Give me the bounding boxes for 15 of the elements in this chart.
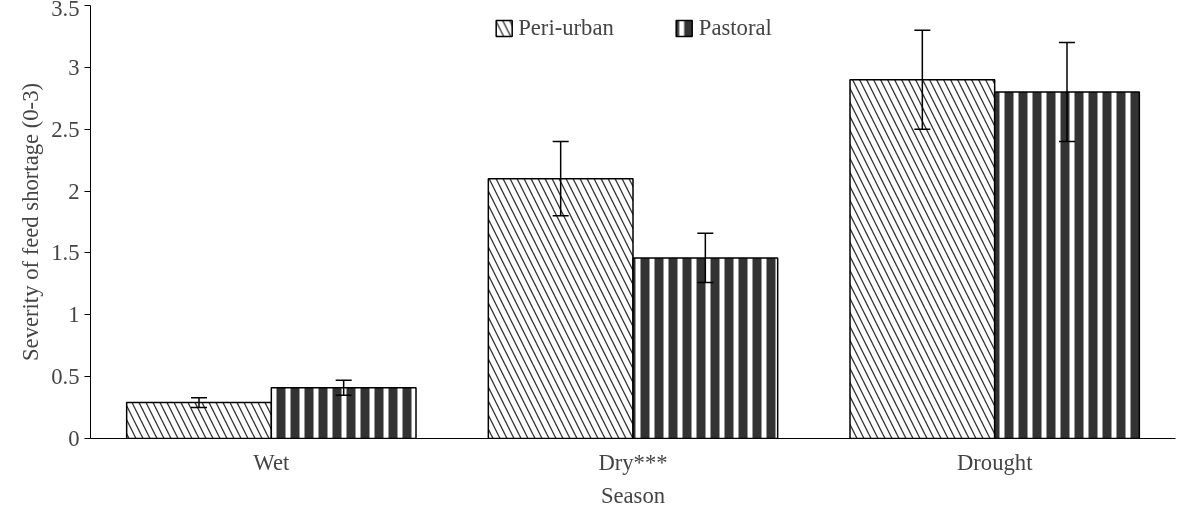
legend-label: Pastoral <box>698 15 772 41</box>
y-tick-label: 1 <box>68 302 80 328</box>
y-tick-label: 2.5 <box>51 116 80 142</box>
x-tick-label: Drought <box>956 449 1034 475</box>
x-axis-title: Season <box>600 482 666 508</box>
x-tick-label: Wet <box>253 449 290 475</box>
y-axis-title: Severity of feed shortage (0-3) <box>18 82 44 362</box>
legend-label: Peri-urban <box>518 15 614 41</box>
y-tick-label: 3 <box>68 54 80 80</box>
y-tick-label: 3.5 <box>51 0 80 21</box>
x-tick-label: Dry*** <box>598 449 668 475</box>
y-tick-label: 1.5 <box>51 240 80 266</box>
y-tick-label: 0 <box>68 426 80 451</box>
y-tick-label: 0.5 <box>51 364 80 390</box>
y-tick-label: 2 <box>68 178 80 204</box>
